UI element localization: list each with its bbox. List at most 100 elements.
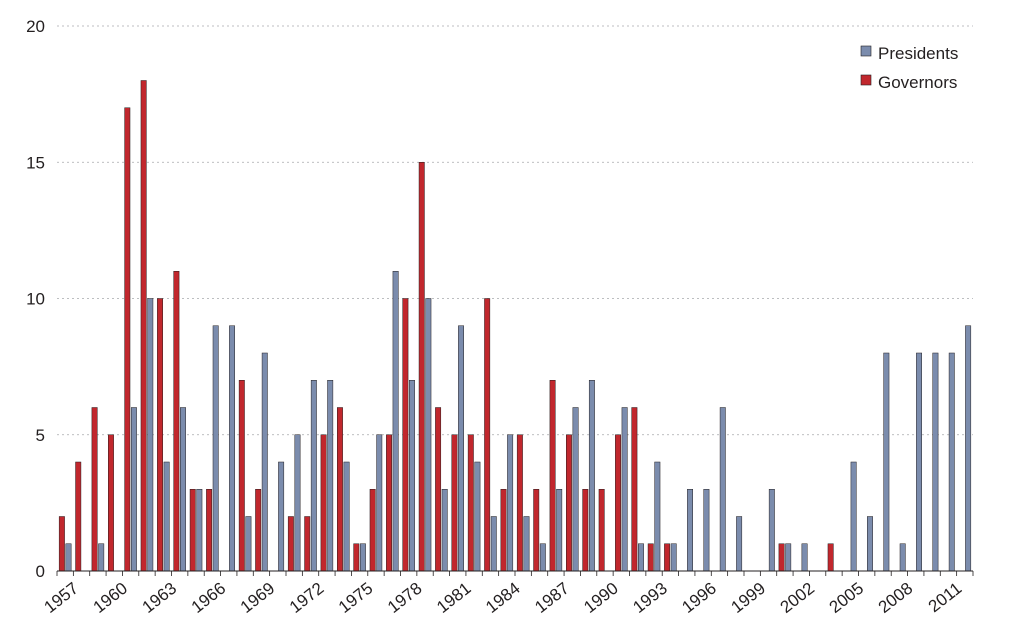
bar-governors [598,489,605,572]
x-tick-label: 1960 [90,579,132,617]
bar-governors [75,461,82,572]
bar-presidents [687,489,693,572]
x-tick-label: 2002 [777,579,819,617]
bar-governors [157,298,163,572]
bar-governors [58,516,65,572]
bar-presidents [883,352,890,572]
bar-presidents [785,543,792,572]
x-tick-label: 1957 [41,579,83,617]
x-tick-label: 1999 [728,579,770,617]
bar-governors [516,434,523,572]
x-tick-label: 1969 [237,579,279,617]
bar-presidents [359,543,366,572]
legend: Presidents Governors [860,44,958,92]
x-tick-label: 2005 [826,579,868,617]
bar-presidents [294,434,301,572]
bar-presidents [441,489,448,572]
bar-presidents [163,461,170,572]
bar-governors [386,434,392,572]
bar-presidents [98,543,105,572]
bar-presidents [948,352,955,572]
bar-governors [206,489,213,572]
bar-governors [320,434,327,572]
legend-label-governors: Governors [878,73,957,92]
legend-swatch-presidents [860,45,872,57]
x-tick-label: 2008 [875,579,917,617]
bar-presidents [425,298,432,572]
bar-governors [140,80,147,572]
bar-presidents [556,489,563,572]
bar-presidents [916,352,922,572]
bar-presidents [654,461,661,572]
legend-label-presidents: Presidents [878,44,958,63]
bar-governors [337,407,343,572]
bar-governors [238,380,245,572]
bar-presidents [932,352,939,572]
bar-presidents [458,325,465,572]
bar-presidents [180,407,186,572]
bar-presidents [376,434,383,572]
legend-swatch-governors [860,74,872,86]
bar-presidents [278,461,285,572]
bar-governors [451,434,458,572]
x-axis: 1957 1960 1963 1966 1969 1972 1975 1978 1981 1984… [41,570,974,617]
bar-presidents [310,380,317,572]
bar-governors [484,298,491,572]
bar-governors [435,407,442,572]
x-tick-label: 1987 [531,579,573,617]
bar-governors [91,407,98,572]
bar-governors [615,434,621,572]
bar-governors [173,271,180,572]
bar-governors [533,489,540,572]
bar-presidents [572,407,579,572]
x-tick-label: 1981 [433,579,475,617]
bars [58,80,972,572]
bar-presidents [343,461,350,572]
bar-presidents [147,298,154,572]
bar-governors [353,543,360,572]
bar-governors [304,516,311,572]
bar-governors [418,162,425,572]
bar-governors [467,434,474,572]
bar-governors [287,516,294,572]
bar-governors [582,489,589,572]
x-tick-label: 1984 [482,579,524,617]
x-tick-label: 2011 [925,579,966,616]
y-axis-tick-labels: 0 5 10 15 20 [26,17,45,581]
bar-governors [108,434,114,572]
bar-presidents [245,516,252,572]
bar-governors [566,434,572,572]
x-tick-label: 1996 [678,579,720,617]
y-tick-label: 15 [26,153,45,172]
bar-presidents [130,407,137,572]
bar-presidents [65,543,72,572]
x-tick-label: 1978 [384,579,426,617]
bar-presidents [736,516,743,572]
bar-governors [664,543,671,572]
bar-presidents [850,461,857,572]
bar-presidents [588,380,595,572]
gridlines [57,25,973,436]
bar-presidents [638,543,644,572]
bar-presidents [392,271,399,572]
bar-governors [647,543,654,572]
bar-presidents [801,543,808,572]
x-tick-label: 1993 [629,579,671,617]
bar-governors [189,489,196,572]
bar-presidents [523,516,530,572]
bar-presidents [965,325,972,572]
bar-presidents [327,380,334,572]
bar-presidents [474,461,481,572]
bar-presidents [621,407,628,572]
bar-presidents [490,516,497,572]
bar-presidents [768,489,775,572]
bar-governors [255,489,262,572]
bar-governors [549,380,556,572]
x-tick-label: 1972 [286,579,328,617]
bar-presidents [539,543,546,572]
bar-governors [631,407,638,572]
bar-presidents [507,434,514,572]
x-tick-label: 1966 [188,579,230,617]
bar-presidents [867,516,873,572]
